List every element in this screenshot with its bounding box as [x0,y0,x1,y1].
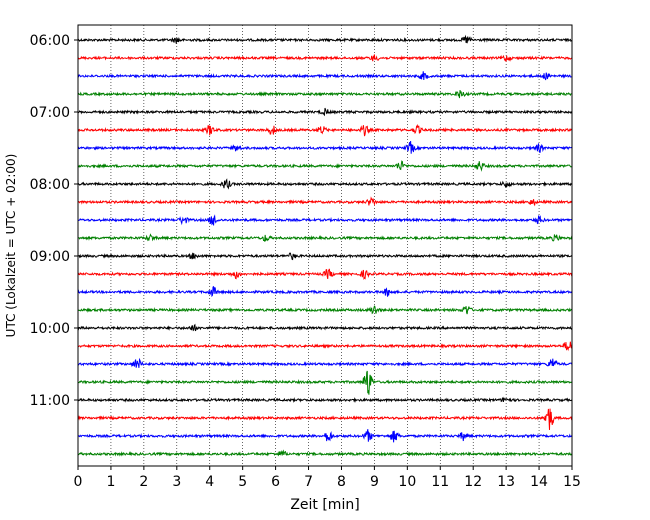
y-tick-label: 11:00 [30,393,70,409]
trace-0630 [77,71,573,81]
x-tick-label: 7 [304,474,313,490]
y-axis-ticks: 06:00 07:00 08:00 09:00 10:00 11:00 [30,33,78,409]
trace-1000 [77,323,573,332]
trace-1015 [77,341,573,352]
trace-0615 [77,54,573,62]
trace-0815 [77,196,573,207]
trace-0800 [77,178,573,190]
trace-1115 [77,408,573,430]
x-tick-label: 13 [497,474,515,490]
trace-0715 [77,123,573,137]
y-tick-label: 07:00 [30,105,70,121]
trace-0730 [77,140,573,154]
trace-1045 [77,370,573,395]
y-tick-label: 10:00 [30,321,70,337]
trace-0945 [77,305,573,315]
y-tick-label: 08:00 [30,177,70,193]
x-tick-label: 1 [106,474,115,490]
plot-frame [77,24,573,467]
x-tick-label: 14 [530,474,548,490]
y-axis-label: UTC (Lokalzeit = UTC + 02:00) [4,154,18,338]
trace-1100 [77,396,573,403]
x-axis-label: Zeit [min] [290,497,359,513]
x-tick-label: 0 [74,474,83,490]
trace-0700 [77,107,573,117]
trace-0645 [77,90,573,99]
trace-0745 [77,160,573,172]
x-tick-label: 2 [139,474,148,490]
x-tick-label: 5 [238,474,247,490]
trace-0900 [77,252,573,261]
trace-1145 [77,449,573,457]
x-tick-label: 9 [370,474,379,490]
x-axis-ticks: 0 1 2 3 4 5 6 7 8 9 10 11 12 13 14 15 [74,466,581,490]
x-tick-label: 4 [205,474,214,490]
trace-1130 [77,429,573,443]
trace-lines [77,34,573,457]
x-tick-label: 11 [431,474,449,490]
x-tick-label: 6 [271,474,280,490]
trace-0915 [77,268,573,281]
y-tick-label: 06:00 [30,33,70,49]
trace-0930 [77,285,573,298]
trace-0830 [77,214,573,226]
x-tick-label: 8 [337,474,346,490]
y-tick-label: 09:00 [30,249,70,265]
trace-0600 [77,34,573,44]
x-tick-label: 12 [464,474,482,490]
x-tick-label: 3 [172,474,181,490]
trace-1030 [77,357,573,368]
x-tick-label: 10 [398,474,416,490]
x-tick-label: 15 [563,474,581,490]
trace-0845 [77,233,573,243]
